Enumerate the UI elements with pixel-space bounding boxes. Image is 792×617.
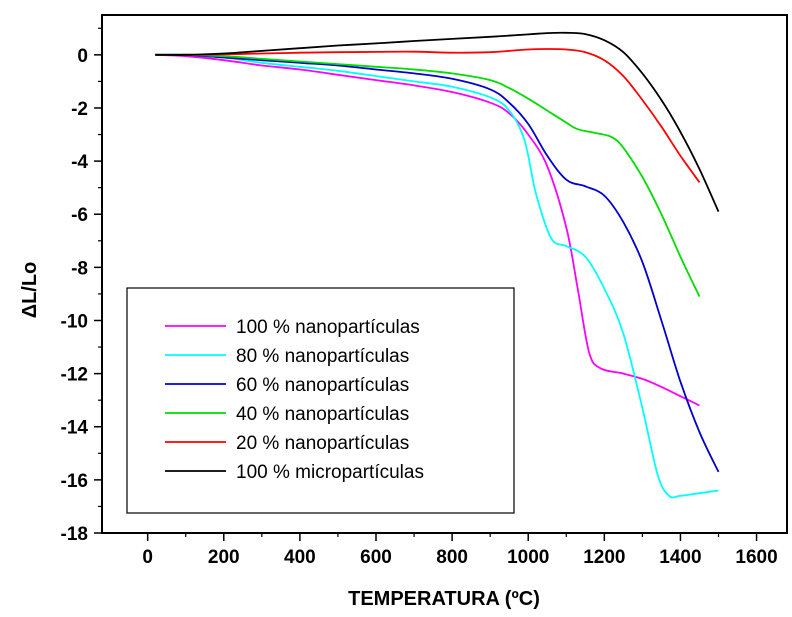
series-line bbox=[155, 53, 700, 407]
plot-frame bbox=[101, 14, 788, 534]
x-axis-ticks: 0 200 400 600 800 1000 1200 1400 1600 bbox=[142, 533, 778, 568]
x-tick-label: 1600 bbox=[735, 547, 777, 568]
series-line bbox=[155, 48, 701, 183]
series-lines bbox=[155, 31, 720, 499]
x-tick-label: 0 bbox=[142, 547, 153, 568]
series-line bbox=[155, 31, 720, 212]
y-tick-label: -8 bbox=[71, 258, 88, 279]
y-axis-title: ΔL/Lo bbox=[19, 262, 41, 319]
series-line bbox=[155, 53, 701, 297]
legend: 100 % nanopartículas 80 % nanopartículas 6… bbox=[126, 287, 515, 514]
y-tick-label: -6 bbox=[71, 205, 88, 226]
x-axis-title: TEMPERATURA (ºC) bbox=[348, 588, 540, 610]
legend-label: 20 % nanopartículas bbox=[236, 433, 409, 454]
series-line bbox=[155, 53, 719, 499]
x-tick-label: 1200 bbox=[583, 547, 625, 568]
legend-label: 80 % nanopartículas bbox=[236, 346, 409, 367]
x-tick-label: 200 bbox=[208, 547, 240, 568]
series-line bbox=[155, 53, 720, 473]
y-tick-label: -4 bbox=[71, 152, 88, 173]
x-tick-label: 400 bbox=[284, 547, 316, 568]
y-tick-label: -12 bbox=[61, 365, 88, 386]
y-axis-ticks: 0 -2 -4 -6 -8 -10 -12 -14 -16 -18 bbox=[61, 27, 102, 545]
x-tick-label: 600 bbox=[360, 547, 392, 568]
legend-label: 60 % nanopartículas bbox=[236, 375, 409, 396]
legend-label: 40 % nanopartículas bbox=[236, 404, 409, 425]
x-tick-label: 1000 bbox=[507, 547, 549, 568]
x-tick-label: 1400 bbox=[659, 547, 701, 568]
y-tick-label: -18 bbox=[61, 524, 88, 545]
y-tick-label: -16 bbox=[61, 471, 88, 492]
legend-items: 100 % nanopartículas 80 % nanopartículas 6… bbox=[165, 317, 424, 483]
legend-label: 100 % nanopartículas bbox=[236, 317, 420, 338]
y-tick-label: -10 bbox=[61, 311, 88, 332]
legend-label: 100 % micropartículas bbox=[236, 462, 424, 483]
y-tick-label: -2 bbox=[71, 99, 88, 120]
y-tick-label: 0 bbox=[77, 46, 88, 67]
x-tick-label: 800 bbox=[436, 547, 468, 568]
y-tick-label: -14 bbox=[61, 418, 89, 439]
